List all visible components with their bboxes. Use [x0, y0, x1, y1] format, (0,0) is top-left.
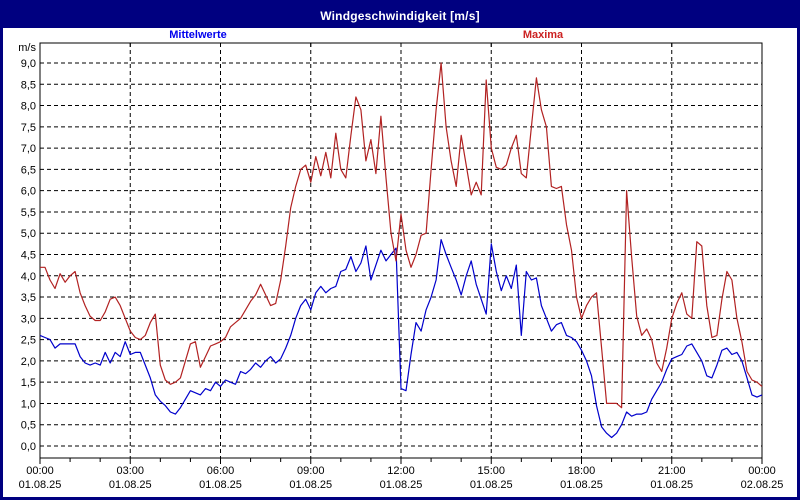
y-tick-label: 3,0 [21, 313, 36, 325]
x-tick-time-label: 15:00 [477, 465, 505, 477]
plot-border [39, 42, 763, 459]
x-tick-time-label: 03:00 [116, 465, 144, 477]
x-tick-date-label: 01.08.25 [650, 479, 693, 491]
y-tick-label: 1,0 [21, 398, 36, 410]
window-title: Windgeschwindigkeit [m/s] [320, 8, 480, 23]
x-tick-time-label: 12:00 [387, 465, 415, 477]
x-tick-time-label: 18:00 [568, 465, 596, 477]
y-tick-label: 9,0 [21, 58, 36, 70]
series-mittelwerte [39, 239, 763, 439]
y-tick-label: 0,0 [21, 441, 36, 453]
y-tick-label: 7,0 [21, 143, 36, 155]
x-tick-date-label: 01.08.25 [470, 479, 513, 491]
y-tick-label: 8,5 [21, 79, 36, 91]
y-tick-label: 4,5 [21, 250, 36, 262]
wind-speed-chart: 0,0 0,5 1,0 1,5 2,0 2,5 3,0 3,5 4,0 4,5 5,0 5,5 6,0 6… [18, 42, 784, 491]
y-tick-label: 3,5 [21, 292, 36, 304]
x-tick-date-label: 02.08.25 [741, 479, 784, 491]
y-tick-label: 2,5 [21, 335, 36, 347]
y-tick-label: 6,0 [21, 186, 36, 198]
x-tick-date-label: 01.08.25 [109, 479, 152, 491]
x-tick-date-label: 01.08.25 [380, 479, 423, 491]
x-tick-time-label: 21:00 [658, 465, 686, 477]
y-tick-label: 6,5 [21, 164, 36, 176]
y-tick-label: 1,5 [21, 377, 36, 389]
x-tick-date-label: 01.08.25 [289, 479, 332, 491]
title-bar: Windgeschwindigkeit [m/s] [3, 3, 797, 28]
legend-mittelwerte: Mittelwerte [169, 29, 227, 41]
x-tick-date-label: 01.08.25 [199, 479, 242, 491]
y-tick-label: 0,5 [21, 420, 36, 432]
x-tick-time-label: 00:00 [748, 465, 776, 477]
y-tick-label: 8,0 [21, 101, 36, 113]
legend-maxima: Maxima [522, 29, 564, 41]
x-tick-date-label: 01.08.25 [560, 479, 603, 491]
y-tick-label: 5,0 [21, 228, 36, 240]
y-tick-label: 7,5 [21, 122, 36, 134]
series-maxima [40, 62, 763, 409]
y-axis-unit-label: m/s [18, 42, 36, 54]
x-tick-time-label: 09:00 [297, 465, 325, 477]
y-tick-label: 2,0 [21, 356, 36, 368]
x-tick-time-label: 06:00 [207, 465, 235, 477]
y-tick-label: 5,5 [21, 207, 36, 219]
x-tick-time-label: 00:00 [26, 465, 54, 477]
x-tick-date-label: 01.08.25 [19, 479, 62, 491]
y-tick-label: 4,0 [21, 271, 36, 283]
